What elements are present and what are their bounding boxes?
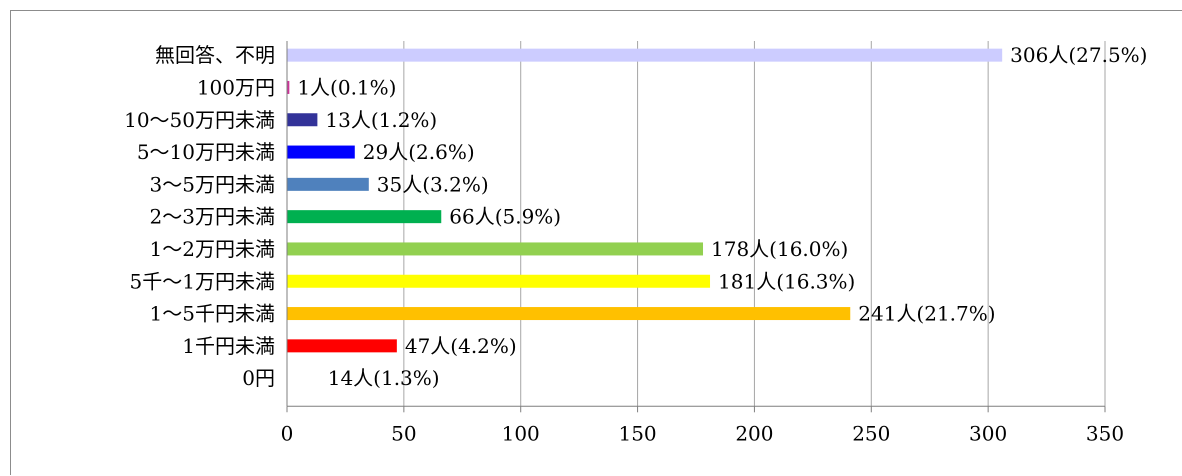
- data-label: 29人(2.6%): [363, 140, 475, 164]
- grid-lines: [403, 41, 1106, 407]
- data-label: 178人(16.0%): [711, 237, 848, 261]
- data-label: 47人(4.2%): [405, 334, 517, 358]
- data-label: 13人(1.2%): [325, 108, 437, 132]
- data-label: 306人(27.5%): [1010, 43, 1147, 67]
- data-label: 241人(21.7%): [858, 302, 995, 326]
- chart-frame: 無回答、不明 100万円 10～50万円未満 5～10万円未満 3～5万円未満 2～3万円…: [10, 10, 1182, 475]
- data-label: 181人(16.3%): [718, 269, 855, 293]
- bars: [287, 48, 1003, 353]
- category-labels: 無回答、不明 100万円 10～50万円未満 5～10万円未満 3～5万円未満 2～3万円…: [124, 43, 275, 390]
- category-label: 2～3万円未満: [150, 205, 275, 229]
- x-tick-label: 150: [618, 421, 656, 445]
- bar-chart: 無回答、不明 100万円 10～50万円未満 5～10万円未満 3～5万円未満 2～3万円…: [124, 41, 1147, 445]
- bar: [287, 113, 318, 127]
- data-label: 66人(5.9%): [449, 205, 561, 229]
- category-label: 5～10万円未満: [137, 140, 275, 164]
- category-label: 10～50万円未満: [124, 108, 275, 132]
- x-tick-label: 50: [391, 421, 416, 445]
- bar: [287, 307, 851, 321]
- category-label: 100万円: [197, 75, 275, 99]
- bar: [287, 210, 442, 224]
- category-label: 1千円未満: [182, 334, 275, 358]
- data-label: 14人(1.3%): [328, 366, 440, 390]
- category-label: 5千～1万円未満: [130, 269, 275, 293]
- bar: [287, 48, 1003, 62]
- bar: [287, 80, 290, 94]
- category-label: 1～5千円未満: [150, 302, 275, 326]
- bar: [287, 339, 397, 353]
- bar: [287, 145, 355, 159]
- x-tick-labels: 0 50 100 150 200 250 300 350: [281, 421, 1124, 445]
- data-label: 1人(0.1%): [297, 75, 396, 99]
- category-label: 1～2万円未満: [150, 237, 275, 261]
- x-tick-label: 200: [735, 421, 773, 445]
- x-tick-label: 300: [969, 421, 1007, 445]
- category-label: 無回答、不明: [155, 43, 275, 67]
- data-labels: 306人(27.5%) 1人(0.1%) 13人(1.2%) 29人(2.6%) 35人…: [297, 43, 1147, 390]
- data-label: 35人(3.2%): [377, 172, 489, 196]
- x-tick-label: 0: [281, 421, 294, 445]
- category-label: 0円: [242, 366, 275, 390]
- axes: [286, 41, 1106, 413]
- x-tick-label: 100: [502, 421, 540, 445]
- bar: [287, 242, 704, 256]
- x-tick-label: 350: [1086, 421, 1124, 445]
- bar: [287, 177, 369, 191]
- bar: [287, 274, 711, 288]
- x-tick-label: 250: [852, 421, 890, 445]
- category-label: 3～5万円未満: [150, 172, 275, 196]
